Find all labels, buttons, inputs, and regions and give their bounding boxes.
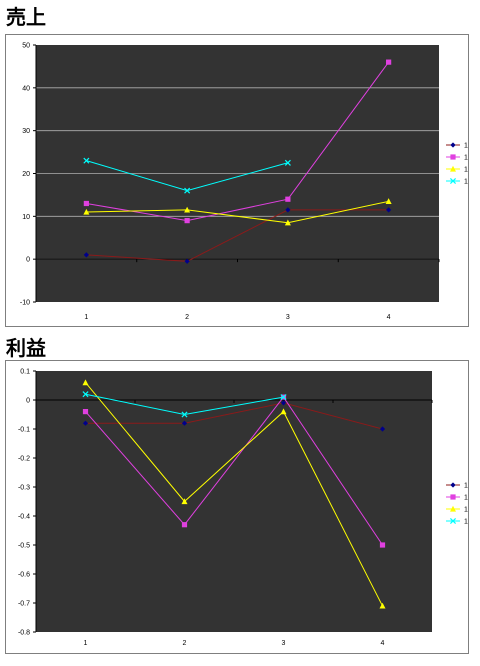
data-point: [284, 219, 291, 226]
y-tick-label: -0.5: [18, 543, 30, 550]
y-tick-label: 0: [26, 398, 30, 405]
y-tick-label: 10: [22, 214, 30, 221]
x-tick-label: 4: [381, 640, 385, 647]
legend-marker: [450, 505, 456, 512]
legend-label: 14: [464, 167, 468, 174]
data-point: [280, 394, 287, 401]
data-point: [284, 159, 291, 166]
x-tick-label: 2: [183, 640, 187, 647]
legend-label: 12: [464, 143, 468, 150]
y-tick-label: -0.4: [18, 514, 30, 521]
data-point: [280, 408, 287, 415]
x-tick-label: 1: [84, 640, 88, 647]
data-point: [82, 379, 89, 386]
legend-marker: [450, 482, 456, 488]
legend: 12 13 14 15: [446, 142, 468, 186]
y-tick-label: 0.1: [20, 369, 30, 376]
legend-label: 13: [464, 495, 468, 502]
series-line: [86, 61, 390, 222]
data-point: [379, 426, 386, 432]
data-point: [83, 208, 90, 215]
legend-marker: [450, 494, 456, 500]
data-point: [82, 409, 89, 415]
data-point: [184, 218, 190, 224]
chart-2-svg: -0.8-0.7-0.6-0.5-0.4-0.3-0.2-0.100.11 2 3 4…: [18, 369, 468, 648]
data-point: [379, 602, 386, 609]
chart-1-svg: -1001020304050123412131415: [20, 43, 468, 322]
x-tick-label: 1: [84, 314, 88, 321]
series-line: [86, 209, 389, 262]
legend-label: 15: [464, 519, 468, 526]
data-point: [285, 207, 291, 213]
data-point: [385, 198, 392, 204]
legend-label: 12: [464, 483, 468, 490]
y-tick-label: -0.7: [18, 601, 30, 608]
series-line: [85, 396, 383, 546]
y-tick-label: -0.6: [18, 572, 30, 579]
x-tick-label: 4: [387, 314, 391, 321]
y-tick-label: -0.8: [18, 630, 30, 637]
plot-area: [36, 371, 432, 632]
series-15: [83, 157, 291, 194]
y-tick-label: 0: [26, 257, 30, 264]
data-point: [184, 187, 191, 194]
data-point: [379, 542, 386, 548]
data-point: [184, 258, 190, 264]
y-tick-label: -10: [20, 300, 30, 307]
data-point: [83, 157, 90, 164]
chart-2-title: 利益: [6, 336, 46, 360]
chart-1-title: 売上: [6, 5, 46, 29]
y-tick-label: -0.3: [18, 485, 30, 492]
series-line: [86, 200, 389, 224]
series-14: [83, 198, 392, 226]
data-point: [386, 59, 392, 65]
data-point: [184, 206, 191, 213]
data-point: [83, 200, 89, 207]
data-point: [386, 207, 392, 213]
legend-marker: [450, 154, 456, 160]
y-tick-label: 20: [22, 171, 30, 178]
y-tick-label: 40: [22, 85, 30, 92]
series-14: [82, 379, 386, 609]
data-point: [181, 411, 188, 418]
y-tick-label: 30: [22, 128, 30, 135]
data-point: [285, 196, 291, 202]
legend: 12 13 14 15: [446, 482, 468, 526]
data-point: [181, 522, 188, 528]
legend-label: 14: [464, 507, 468, 514]
legend-label: 13: [464, 155, 468, 162]
series-line: [85, 402, 383, 430]
legend-marker: [450, 165, 456, 172]
legend-marker: [449, 517, 457, 525]
data-point: [83, 252, 89, 258]
y-tick-label: 50: [22, 43, 30, 50]
y-tick-label: -0.1: [18, 427, 30, 434]
legend-marker: [450, 142, 456, 148]
chart-2-frame: -0.8 -0.7 -0.6 -0.5 -0.4 -0.3 -0.2 -0.1 0 0.1 1 2 3 4…: [5, 360, 469, 654]
series-15: [82, 391, 287, 418]
series-12: [83, 207, 392, 264]
x-tick-label: 3: [286, 314, 290, 321]
y-tick-label: -0.2: [18, 456, 30, 463]
x-tick-label: 3: [282, 640, 286, 647]
series-line: [85, 382, 383, 607]
series-13: [83, 59, 392, 224]
legend-marker: [449, 177, 457, 185]
data-point: [82, 391, 89, 398]
chart-1-frame: -1001020304050123412131415: [5, 34, 469, 327]
legend-label: 15: [464, 179, 468, 186]
data-point: [181, 498, 188, 505]
x-tick-label: 2: [185, 314, 189, 321]
